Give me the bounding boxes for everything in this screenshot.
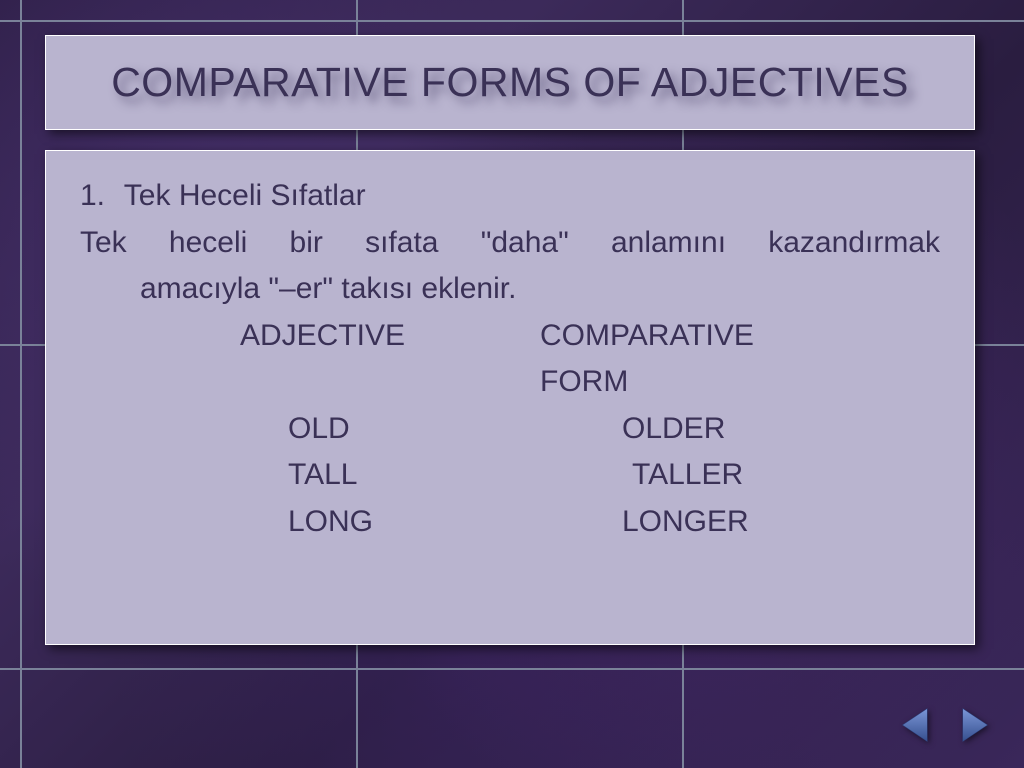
prev-button[interactable] <box>896 704 938 746</box>
arrow-left-icon <box>897 705 937 745</box>
slide-title: COMPARATIVE FORMS OF ADJECTIVES <box>111 59 909 106</box>
paragraph-line-1: Tek heceli bir sıfata "daha" anlamını ka… <box>80 220 940 267</box>
grid-line <box>0 20 1024 22</box>
col-header-comparative: COMPARATIVE FORM <box>540 313 840 406</box>
next-button[interactable] <box>952 704 994 746</box>
section-heading: Tek Heceli Sıfatlar <box>124 179 366 212</box>
col-header-adjective: ADJECTIVE <box>240 313 540 406</box>
adjective-cell: OLD <box>240 406 540 453</box>
paragraph-line-2: amacıyla "–er" takısı eklenir. <box>80 266 940 313</box>
adjective-cell: TALL <box>240 452 540 499</box>
list-heading-row: 1. Tek Heceli Sıfatlar <box>80 173 940 220</box>
title-panel: COMPARATIVE FORMS OF ADJECTIVES <box>45 35 975 130</box>
example-row: TALL TALLER <box>80 452 940 499</box>
arrow-right-icon <box>953 705 993 745</box>
content-panel: 1. Tek Heceli Sıfatlar Tek heceli bir sı… <box>45 150 975 645</box>
grid-line <box>0 668 1024 670</box>
nav-arrows <box>896 704 994 746</box>
list-number: 1. <box>80 173 116 220</box>
adjective-cell: LONG <box>240 499 540 546</box>
example-row: OLD OLDER <box>80 406 940 453</box>
comparative-cell: TALLER <box>540 452 840 499</box>
example-row: LONG LONGER <box>80 499 940 546</box>
comparative-cell: LONGER <box>540 499 840 546</box>
column-headers: ADJECTIVE COMPARATIVE FORM <box>80 313 940 406</box>
grid-line <box>20 0 22 768</box>
comparative-cell: OLDER <box>540 406 840 453</box>
